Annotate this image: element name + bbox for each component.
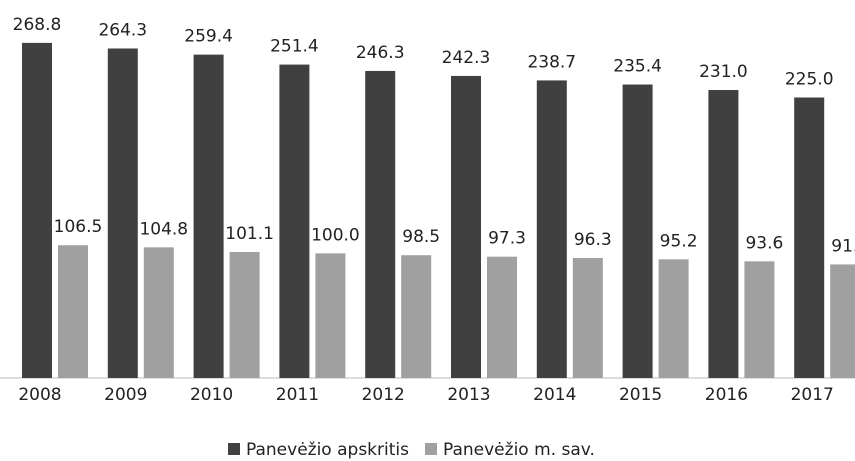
data-label: 98.5 <box>402 227 440 247</box>
x-tick-label: 2011 <box>276 385 319 405</box>
bar <box>622 84 653 378</box>
bar <box>572 257 603 378</box>
bar <box>536 80 567 379</box>
data-label: 95.2 <box>660 231 698 251</box>
x-tick-label: 2016 <box>705 385 748 405</box>
bar <box>279 64 310 378</box>
data-label: 97.3 <box>488 229 526 249</box>
x-tick-label: 2008 <box>18 385 61 405</box>
bar <box>451 75 481 378</box>
bar <box>794 97 825 378</box>
bar <box>708 90 739 379</box>
x-tick-label: 2015 <box>619 385 662 405</box>
data-label: 242.3 <box>442 48 491 68</box>
bar <box>229 251 260 378</box>
bar <box>193 54 224 379</box>
data-label: 106.5 <box>54 217 103 237</box>
data-label: 231.0 <box>699 62 748 82</box>
data-label: 100.0 <box>311 225 360 245</box>
x-tick-label: 2014 <box>533 385 576 405</box>
data-label: 264.3 <box>98 21 147 41</box>
data-label: 96.3 <box>574 230 612 250</box>
data-label: 104.8 <box>139 219 188 239</box>
data-label: 238.7 <box>527 52 576 72</box>
bar <box>22 42 52 379</box>
data-label: 259.4 <box>184 27 233 47</box>
legend-label: Panevėžio apskritis <box>246 440 409 460</box>
bar <box>658 259 689 378</box>
data-label: 251.4 <box>270 37 319 57</box>
bar <box>401 255 432 378</box>
bar <box>315 253 346 378</box>
data-label: 225.0 <box>785 70 834 90</box>
data-label: 235.4 <box>613 57 662 77</box>
bar <box>107 48 138 378</box>
x-tick-label: 2012 <box>362 385 405 405</box>
x-tick-label: 2009 <box>104 385 147 405</box>
data-label: 101.1 <box>225 224 274 244</box>
bar <box>487 256 517 378</box>
x-tick-label: 2010 <box>190 385 233 405</box>
legend-swatch <box>228 443 240 455</box>
legend-label: Panevėžio m. sav. <box>443 440 595 460</box>
x-tick-label: 2017 <box>791 385 834 405</box>
bar <box>365 70 396 379</box>
bar <box>58 245 88 378</box>
data-label: 93.6 <box>745 233 783 253</box>
data-label: 91.1 <box>831 236 855 256</box>
x-tick-label: 2013 <box>447 385 490 405</box>
data-label: 246.3 <box>356 43 405 63</box>
legend-swatch <box>424 443 437 455</box>
bar <box>744 261 775 378</box>
bar <box>830 264 855 378</box>
data-label: 268.8 <box>13 15 62 35</box>
bar <box>143 247 174 378</box>
